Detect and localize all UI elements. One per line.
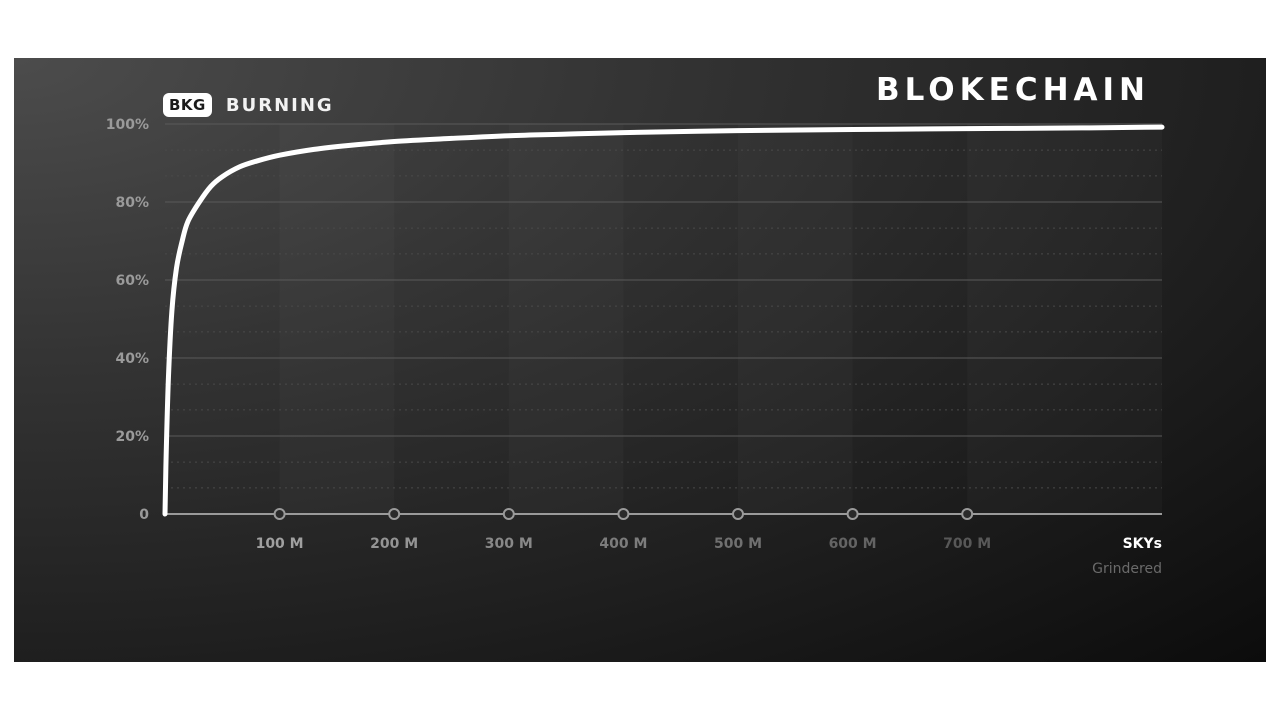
x-tick-marker: [731, 508, 744, 520]
x-tick-marker: [961, 508, 974, 520]
line-chart: 0 20% 40% 60% 80% 100% 100 M 200 M 300 M 400 M 500…: [106, 117, 1165, 577]
y-tick-label: 60%: [115, 273, 149, 289]
x-axis-title: SKYs: [1123, 536, 1162, 552]
x-tick-marker: [502, 508, 515, 520]
grid-band: [738, 124, 853, 514]
x-tick-marker: [617, 508, 630, 520]
brand-logo: BLOKECHAIN: [876, 72, 1150, 108]
x-axis-subtitle: Grindered: [1092, 561, 1162, 577]
x-tick-label: 100 M: [256, 536, 304, 552]
y-tick-label: 100%: [106, 117, 149, 133]
bkg-badge: BKG: [163, 93, 212, 117]
grid-band: [509, 124, 624, 514]
x-tick-label: 500 M: [714, 536, 762, 552]
y-tick-label: 80%: [115, 195, 149, 211]
x-tick-label: 400 M: [599, 536, 647, 552]
y-tick-label: 0: [139, 507, 149, 523]
grid-band: [280, 124, 395, 514]
x-tick-label: 300 M: [485, 536, 533, 552]
x-tick-marker: [388, 508, 401, 520]
x-tick-marker: [846, 508, 859, 520]
x-tick-marker: [273, 508, 286, 520]
chart-title: BURNING: [225, 94, 334, 116]
y-tick-label: 20%: [115, 429, 149, 445]
chart-panel: BKG BURNING BLOKECHAIN 0 20% 40% 60% 80% 100%…: [14, 58, 1266, 662]
chart-header: BKG BURNING: [163, 93, 334, 117]
x-tick-label: 600 M: [829, 536, 877, 552]
y-tick-label: 40%: [115, 351, 149, 367]
x-tick-label: 200 M: [370, 536, 418, 552]
x-tick-label: 700 M: [943, 536, 991, 552]
burning-curve: [162, 124, 1165, 517]
grid-band: [967, 124, 1162, 514]
